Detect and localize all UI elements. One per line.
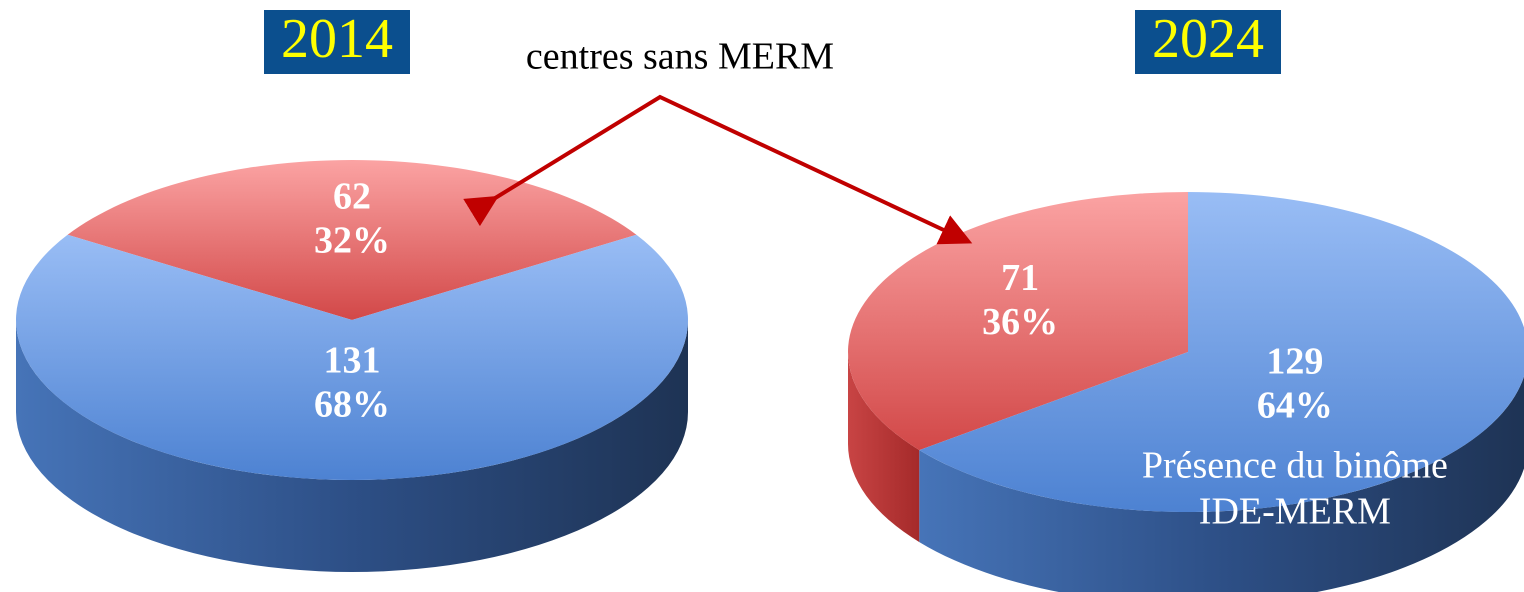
- value-label: 129: [1266, 340, 1323, 382]
- pie-side: [16, 320, 688, 572]
- pie-slice: [919, 192, 1524, 512]
- slice-annotation-line: IDE-MERM: [1199, 490, 1391, 532]
- percent-label: 36%: [982, 301, 1058, 343]
- percent-label: 68%: [314, 384, 390, 426]
- title-box: [1135, 10, 1281, 74]
- pie-slice: [848, 192, 1188, 451]
- arrows: [463, 94, 973, 245]
- chart-title: 2024: [1152, 8, 1264, 70]
- pie-side: [919, 376, 1524, 592]
- slice-annotation: Présence du binôme IDE-MERM: [1142, 444, 1448, 532]
- pie-side: [848, 352, 920, 543]
- value-label: 71: [1001, 257, 1039, 299]
- value-label: 62: [333, 176, 371, 218]
- pie-slice: [16, 234, 688, 480]
- percent-label: 64%: [1257, 384, 1333, 426]
- chart-title: 2014: [281, 8, 393, 70]
- slice-annotation-line: Présence du binôme: [1142, 444, 1448, 486]
- annotation: centres sans MERM: [526, 36, 834, 78]
- title-box: [264, 10, 410, 74]
- percent-label: 32%: [314, 220, 390, 262]
- value-label: 131: [324, 340, 381, 382]
